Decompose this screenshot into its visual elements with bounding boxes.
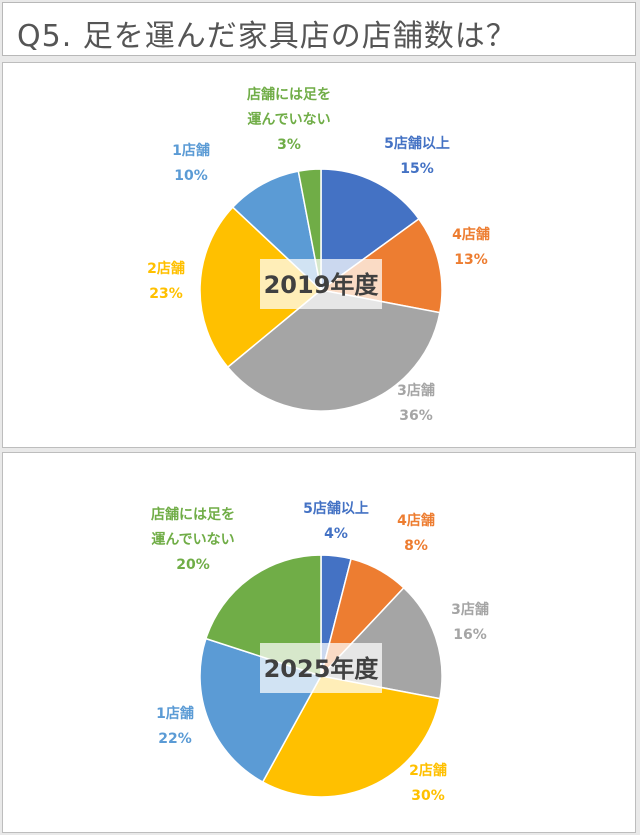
data-label-category: 4店舗 [452, 226, 490, 243]
data-label-category: 店舗には足を [247, 86, 331, 103]
data-label-percent: 36% [399, 408, 433, 424]
data-label-category: 3店舗 [397, 382, 435, 399]
data-label-2025-5plus: 5店舗以上 4% [303, 500, 369, 542]
chart-panel-2025: 5店舗以上 4% 4店舗 8% 3店舗 16% 2店舗 30% 1店舗 22% 店舗には足を 運んでい… [2, 452, 636, 833]
data-label-percent: 20% [176, 557, 210, 573]
data-label-2019-1: 1店舗 10% [172, 142, 210, 184]
data-label-percent: 16% [453, 627, 487, 643]
data-label-category: 5店舗以上 [384, 135, 450, 152]
data-label-2019-4: 4店舗 13% [452, 226, 490, 268]
data-label-percent: 23% [149, 286, 183, 302]
chart-panel-2019: 5店舗以上 15% 4店舗 13% 3店舗 36% 2店舗 23% 1店舗 10% 店舗には足を 運ん… [2, 62, 636, 448]
data-label-category: 3店舗 [451, 601, 489, 618]
chart-title-2025: 2025年度 [264, 655, 380, 683]
chart-title-box-2019 [260, 259, 382, 309]
chart-title-2019: 2019年度 [264, 271, 380, 299]
data-label-percent: 15% [400, 161, 434, 177]
data-label-category: 1店舗 [172, 142, 210, 159]
title-box: Q5. 足を運んだ家具店の店舗数は？ [2, 2, 636, 56]
pie-slice-2025-2 [261, 675, 441, 798]
pie-chart-2019: 5店舗以上 15% 4店舗 13% 3店舗 36% 2店舗 23% 1店舗 10% 店舗には足を運ん… [147, 86, 490, 424]
data-label-percent: 10% [174, 168, 208, 184]
data-label-percent: 22% [158, 731, 192, 747]
pie-chart-2025: 5店舗以上 4% 4店舗 8% 3店舗 16% 2店舗 30% 1店舗 22% 店舗には足を運んでい… [151, 500, 489, 804]
chart-title-box-2025 [260, 643, 382, 693]
data-label-2019-5plus: 5店舗以上 15% [384, 135, 450, 177]
data-label-category: 店舗には足を [151, 506, 235, 523]
data-label-category: 4店舗 [397, 512, 435, 529]
data-label-2019-2: 2店舗 23% [147, 260, 185, 302]
data-label-category: 2店舗 [147, 260, 185, 277]
pie-slice-2019-3 [226, 289, 441, 412]
data-label-2025-2: 2店舗 30% [409, 762, 447, 804]
data-label-category: 運んでいない [151, 532, 234, 548]
data-label-percent: 4% [324, 526, 348, 542]
data-label-percent: 30% [411, 788, 445, 804]
data-label-percent: 3% [277, 137, 301, 153]
page-title: Q5. 足を運んだ家具店の店舗数は？ [17, 19, 517, 54]
data-label-category: 運んでいない [247, 112, 330, 128]
data-label-2025-3: 3店舗 16% [451, 601, 489, 643]
data-label-2019-3: 3店舗 36% [397, 382, 435, 424]
data-label-2025-4: 4店舗 8% [397, 512, 435, 554]
data-label-category: 5店舗以上 [303, 500, 369, 517]
data-label-percent: 13% [454, 252, 488, 268]
data-label-2025-1: 1店舗 22% [156, 705, 194, 747]
data-label-percent: 8% [404, 538, 428, 554]
data-label-category: 1店舗 [156, 705, 194, 722]
data-label-category: 2店舗 [409, 762, 447, 779]
